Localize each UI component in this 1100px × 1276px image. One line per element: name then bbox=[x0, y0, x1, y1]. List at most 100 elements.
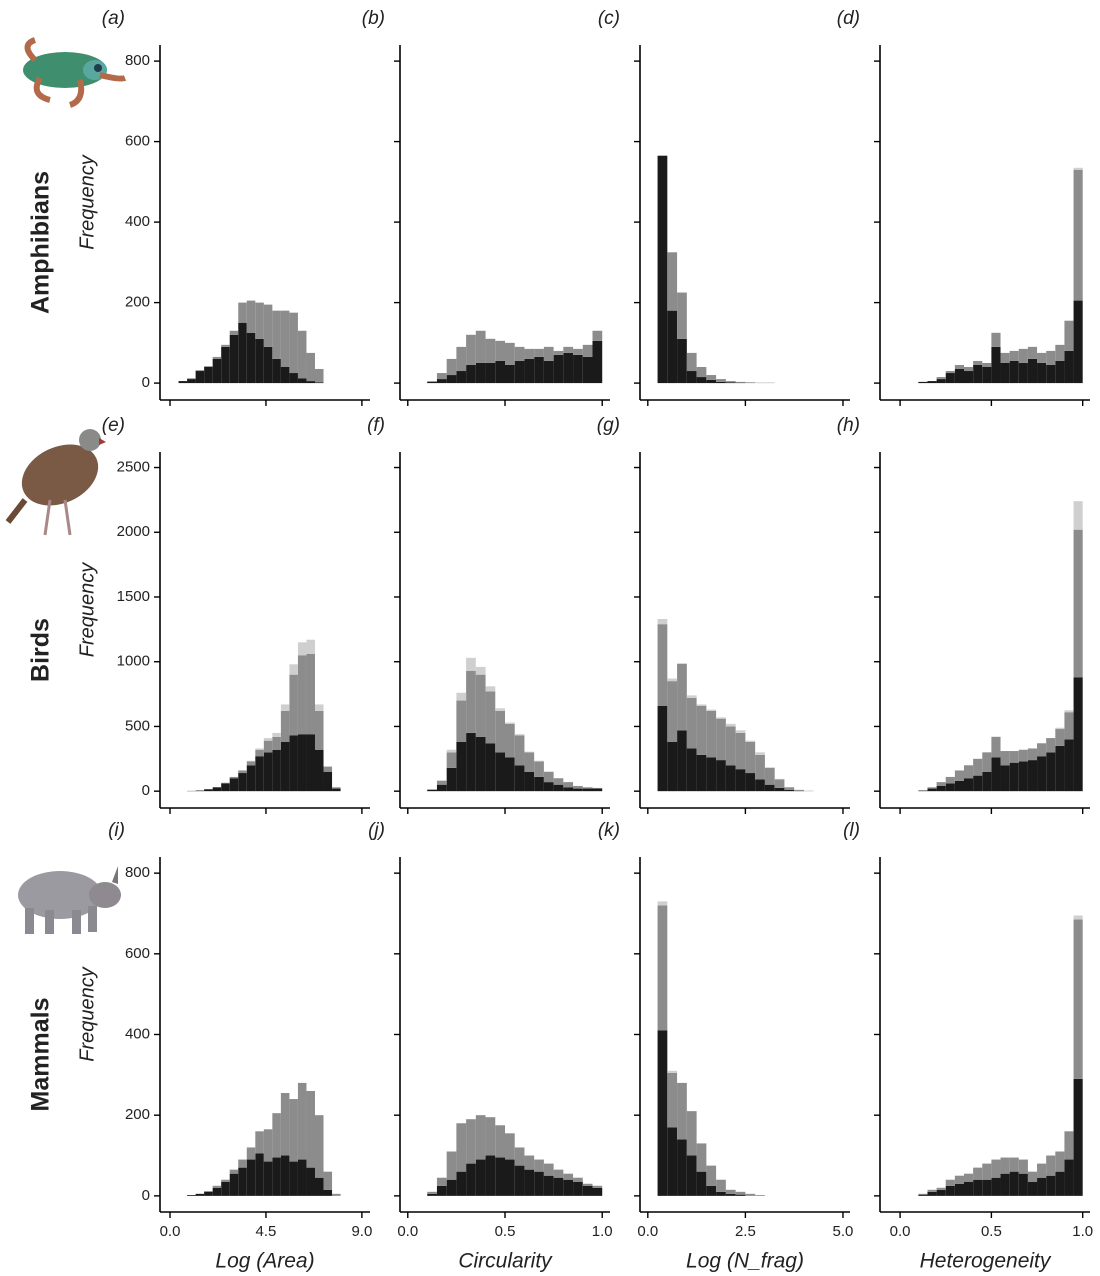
bar bbox=[677, 1082, 687, 1140]
bar bbox=[456, 371, 467, 384]
y-tick-label: 600 bbox=[125, 133, 150, 150]
bar bbox=[686, 352, 697, 372]
bar bbox=[716, 1191, 726, 1196]
bar bbox=[553, 350, 564, 355]
bar bbox=[314, 369, 324, 383]
bar bbox=[427, 1193, 437, 1196]
bar bbox=[954, 1175, 964, 1184]
bar bbox=[725, 382, 736, 384]
y-tick-label: 0 bbox=[142, 782, 150, 799]
bar bbox=[725, 726, 736, 766]
bar bbox=[263, 752, 273, 792]
panel: 0.0 2.5 5.0 (k) Log (N_frag) bbox=[598, 820, 854, 1273]
bar bbox=[505, 1159, 515, 1196]
bar bbox=[973, 758, 983, 776]
panel: (c) bbox=[598, 8, 850, 406]
bar bbox=[323, 766, 333, 772]
bar bbox=[212, 356, 222, 359]
bar bbox=[505, 757, 515, 792]
bar bbox=[543, 1175, 554, 1196]
row-label: Amphibians bbox=[27, 171, 55, 314]
bar bbox=[306, 639, 315, 654]
bar bbox=[204, 1191, 213, 1192]
bar bbox=[495, 1125, 505, 1158]
bar bbox=[784, 787, 795, 790]
bar bbox=[553, 1169, 564, 1178]
bar bbox=[991, 346, 1001, 384]
bar bbox=[991, 1159, 1001, 1178]
bar bbox=[332, 787, 341, 789]
bar bbox=[1037, 1177, 1047, 1196]
bar bbox=[954, 770, 964, 781]
bar bbox=[918, 1194, 928, 1196]
bar bbox=[1046, 752, 1056, 792]
bar bbox=[745, 740, 756, 742]
bar bbox=[563, 787, 574, 792]
panel: 0 500 1000 1500 2000 2500 (e) Birds Frequency bbox=[27, 415, 370, 814]
bar bbox=[657, 618, 668, 625]
bar bbox=[446, 1151, 457, 1180]
bar bbox=[677, 730, 687, 792]
bar bbox=[706, 710, 717, 758]
bar bbox=[466, 670, 476, 733]
bar bbox=[187, 379, 196, 384]
bar bbox=[505, 723, 515, 758]
bar bbox=[524, 771, 535, 792]
bar bbox=[1064, 710, 1074, 713]
bar bbox=[667, 1070, 678, 1073]
bar bbox=[495, 360, 505, 384]
bar bbox=[475, 330, 486, 363]
bar bbox=[1073, 169, 1083, 301]
bar bbox=[592, 340, 603, 384]
bar bbox=[1009, 360, 1019, 384]
panel-label: (e) bbox=[102, 415, 125, 436]
x-tick-label: 0.0 bbox=[890, 1223, 911, 1240]
bar bbox=[289, 373, 298, 384]
bar bbox=[553, 1177, 564, 1196]
bar bbox=[212, 358, 222, 384]
bar bbox=[755, 779, 765, 792]
panel: 0.0 0.5 1.0 (j) Circularity bbox=[368, 820, 613, 1273]
bar bbox=[696, 1171, 707, 1196]
bar bbox=[1055, 1151, 1065, 1172]
bar bbox=[306, 352, 315, 382]
bar bbox=[212, 1187, 222, 1196]
bar bbox=[686, 748, 697, 792]
bar bbox=[667, 252, 678, 311]
bar bbox=[1064, 739, 1074, 792]
bar bbox=[553, 784, 564, 792]
bar bbox=[229, 776, 239, 779]
bar bbox=[745, 382, 756, 384]
bar bbox=[1073, 529, 1083, 678]
bar bbox=[543, 360, 554, 384]
bar bbox=[657, 705, 668, 792]
bar bbox=[1073, 677, 1083, 792]
bar bbox=[495, 708, 505, 711]
bar bbox=[677, 292, 687, 339]
y-tick-label: 400 bbox=[125, 213, 150, 230]
bar bbox=[706, 757, 717, 792]
bar bbox=[745, 1193, 756, 1196]
bar bbox=[524, 1155, 535, 1170]
bar bbox=[289, 312, 298, 374]
bar bbox=[229, 334, 239, 384]
bar bbox=[466, 364, 476, 384]
x-tick-label: 4.5 bbox=[256, 1223, 277, 1240]
panel-label: (b) bbox=[362, 8, 385, 29]
bar bbox=[1037, 743, 1047, 757]
bar bbox=[246, 300, 256, 333]
bar bbox=[755, 752, 765, 755]
x-axis-title: Log (N_frag) bbox=[686, 1250, 804, 1273]
bar bbox=[1009, 1157, 1019, 1172]
bar bbox=[1046, 738, 1056, 753]
bar bbox=[686, 371, 697, 384]
bar bbox=[314, 704, 324, 711]
bar bbox=[505, 1133, 515, 1160]
bar bbox=[573, 1177, 583, 1182]
bar bbox=[229, 1169, 239, 1174]
bar bbox=[1000, 765, 1010, 792]
bar bbox=[582, 356, 593, 384]
bar bbox=[563, 352, 574, 384]
x-axis-title: Log (Area) bbox=[215, 1250, 314, 1273]
